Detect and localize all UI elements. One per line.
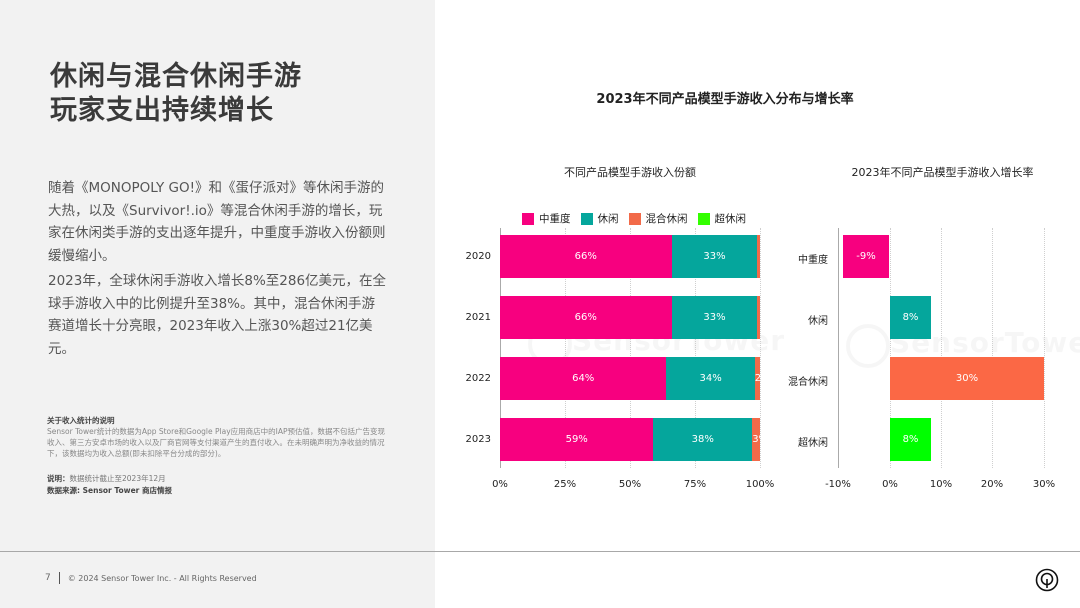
legend-item-casual: 休闲 [580, 211, 619, 226]
explain-label: 说明： [47, 474, 70, 483]
y-axis-line [500, 228, 501, 468]
row-label-mid-core: 中重度 [798, 255, 828, 266]
growth-bar-hybrid-casual: 30% [890, 357, 1044, 400]
gridline [630, 228, 631, 468]
x-tick: 100% [745, 479, 775, 490]
title-line-2: 玩家支出持续增长 [50, 95, 274, 126]
chart-title: 2023年不同产品模型手游收入分布与增长率 [596, 92, 854, 107]
share-chart-subtitle: 不同产品模型手游收入份额 [564, 166, 696, 179]
legend-swatch [580, 212, 593, 225]
legend-swatch [628, 212, 641, 225]
row-label-hyper-casual: 超休闲 [798, 438, 828, 449]
x-tick: 75% [683, 479, 707, 490]
legend-label: 超休闲 [714, 213, 747, 225]
x-tick: 0% [492, 479, 508, 490]
legend-swatch [697, 212, 710, 225]
bar-2021-casual: 33% [671, 296, 758, 339]
legend-label: 混合休闲 [645, 213, 688, 225]
chart-legend: 中重度 休闲 混合休闲 超休闲 [522, 211, 756, 226]
explain-value: 数据统计截止至2023年12月 [69, 474, 166, 483]
note-body: Sensor Tower统计的数据为App Store和Google Play应… [47, 427, 386, 458]
gridline [941, 228, 942, 468]
bar-2022-casual: 34% [666, 357, 755, 400]
x-tick: 50% [618, 479, 642, 490]
bar-2023-mid-core: 59% [500, 418, 654, 461]
growth-bar-mid-core: -9% [843, 235, 889, 278]
bar-2022-mid-core: 64% [500, 357, 667, 400]
left-panel: 休闲与混合休闲手游 玩家支出持续增长 随着《MONOPOLY GO!》和《蛋仔派… [0, 0, 435, 608]
y-axis-line [838, 228, 839, 468]
bar-2022-hybrid: 2% [754, 357, 760, 400]
bar-2023-casual: 38% [653, 418, 753, 461]
gridline [890, 228, 891, 468]
bar-2021-mid-core: 66% [500, 296, 672, 339]
bar-2021-hybrid [757, 296, 760, 339]
page-number: 7 [45, 573, 51, 583]
gridline [695, 228, 696, 468]
legend-swatch [522, 212, 534, 225]
bar-2020-casual: 33% [671, 235, 758, 278]
gridline [565, 228, 566, 468]
copyright: © 2024 Sensor Tower Inc. - All Rights Re… [67, 573, 257, 583]
footer-separator [58, 572, 60, 584]
row-label-2020: 2020 [465, 251, 491, 262]
row-label-hybrid-casual: 混合休闲 [788, 377, 828, 388]
gridline [992, 228, 993, 468]
growth-bar-casual: 8% [890, 296, 931, 339]
x-tick: -10% [825, 479, 851, 490]
row-label-2022: 2022 [465, 373, 491, 384]
title-line-1: 休闲与混合休闲手游 [50, 61, 302, 92]
legend-item-mid-core: 中重度 [522, 211, 571, 226]
x-tick: 0% [882, 479, 898, 490]
row-label-casual: 休闲 [808, 316, 828, 327]
page-title: 休闲与混合休闲手游 玩家支出持续增长 [50, 60, 302, 128]
watermark-logo-icon [846, 324, 890, 368]
x-tick: 25% [553, 479, 577, 490]
bar-2020-hybrid [757, 235, 760, 278]
legend-item-hyper-casual: 超休闲 [697, 211, 747, 226]
sensor-tower-logo-icon [1035, 568, 1059, 592]
source-note: 说明：数据统计截止至2023年12月 数据来源: Sensor Tower 商店… [47, 473, 172, 497]
legend-label: 中重度 [539, 213, 571, 225]
x-tick: 10% [929, 479, 953, 490]
body-paragraph-1: 随着《MONOPOLY GO!》和《蛋仔派对》等休闲手游的大热，以及《Survi… [48, 180, 386, 264]
revenue-note: 关于收入统计的说明 Sensor Tower统计的数据为App Store和Go… [47, 415, 387, 459]
legend-item-hybrid-casual: 混合休闲 [628, 211, 688, 226]
source-label: 数据来源: Sensor Tower 商店情报 [47, 486, 172, 495]
body-paragraph-2: 2023年，全球休闲手游收入增长8%至286亿美元，在全球手游收入中的比例提升至… [48, 273, 387, 357]
note-title: 关于收入统计的说明 [47, 416, 115, 425]
growth-chart-subtitle: 2023年不同产品模型手游收入增长率 [851, 166, 1034, 179]
x-tick: 30% [1032, 479, 1056, 490]
legend-label: 休闲 [597, 213, 619, 225]
growth-bar-hyper-casual: 8% [890, 418, 931, 461]
bar-2020-mid-core: 66% [500, 235, 672, 278]
row-label-2023: 2023 [465, 434, 491, 445]
footer-divider [0, 551, 1080, 552]
bar-2023-hybrid: 3% [752, 418, 760, 461]
footer: 7 © 2024 Sensor Tower Inc. - All Rights … [45, 572, 257, 584]
x-tick: 20% [980, 479, 1004, 490]
gridline [1044, 228, 1045, 468]
row-label-2021: 2021 [465, 312, 491, 323]
gridline [760, 228, 761, 468]
